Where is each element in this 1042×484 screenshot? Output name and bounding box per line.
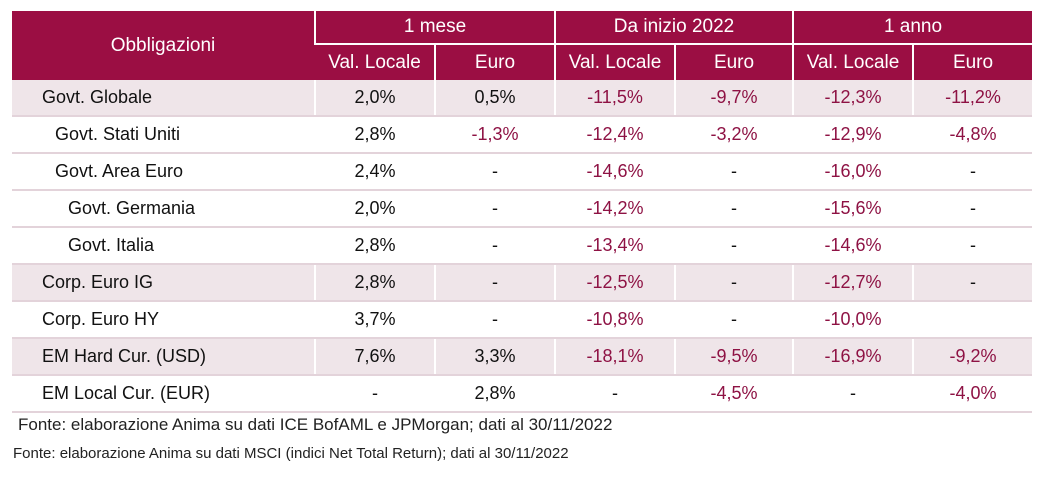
table-row: Govt. Stati Uniti 2,8% -1,3% -12,4% -3,2… (12, 116, 1033, 154)
table-cell: -9,2% (912, 338, 1033, 376)
table-cell: -3,2% (673, 116, 794, 154)
subheader-euro: Euro (912, 44, 1033, 80)
performance-table-container: Obbligazioni 1 mese Da inizio 2022 1 ann… (12, 11, 1033, 413)
table-cell: -4,8% (912, 116, 1033, 154)
row-label: Govt. Stati Uniti (12, 116, 315, 154)
table-row: Govt. Italia 2,8% - -13,4% - -14,6% - (12, 227, 1033, 265)
table-cell: - (434, 264, 555, 302)
table-cell: 2,8% (314, 227, 435, 265)
table-row: Govt. Germania 2,0% - -14,2% - -15,6% - (12, 190, 1033, 228)
table-cell: -1,3% (434, 116, 555, 154)
table-cell: - (434, 227, 555, 265)
table-cell: -9,7% (673, 80, 794, 117)
table-cell: -15,6% (792, 190, 914, 228)
row-label: Govt. Globale (12, 80, 315, 117)
table-cell: -12,7% (792, 264, 914, 302)
table-cell: - (554, 375, 675, 413)
table-cell: - (673, 153, 794, 191)
table-cell: -11,2% (912, 80, 1033, 117)
table-cell: -14,6% (792, 227, 914, 265)
table-cell: - (673, 264, 794, 302)
header-group-da-inizio-2022: Da inizio 2022 (553, 11, 794, 45)
bond-performance-table: Obbligazioni 1 mese Da inizio 2022 1 ann… (12, 11, 1033, 413)
table-body: Govt. Globale 2,0% 0,5% -11,5% -9,7% -12… (12, 80, 1033, 413)
table-cell: -14,2% (554, 190, 675, 228)
table-row: Corp. Euro HY 3,7% - -10,8% - -10,0% (12, 301, 1033, 339)
table-cell: 2,8% (434, 375, 555, 413)
table-cell: - (434, 301, 555, 339)
subheader-val-locale: Val. Locale (315, 44, 435, 80)
subheader-euro: Euro (434, 44, 555, 80)
table-cell: - (912, 264, 1033, 302)
table-cell: -12,4% (554, 116, 675, 154)
table-cell: 7,6% (314, 338, 435, 376)
table-row: EM Local Cur. (EUR) - 2,8% - -4,5% - -4,… (12, 375, 1033, 413)
table-cell: 2,4% (314, 153, 435, 191)
table-cell: - (673, 227, 794, 265)
row-label: Corp. Euro HY (12, 301, 315, 339)
subheader-val-locale: Val. Locale (792, 44, 914, 80)
header-group-1-anno: 1 anno (792, 11, 1033, 45)
table-cell: - (912, 190, 1033, 228)
table-cell: 2,0% (314, 190, 435, 228)
table-cell (912, 301, 1033, 339)
source-notes: Fonte: elaborazione Anima su dati ICE Bo… (13, 411, 1028, 462)
table-cell: -18,1% (554, 338, 675, 376)
table-row: Govt. Area Euro 2,4% - -14,6% - -16,0% - (12, 153, 1033, 191)
table-cell: -16,9% (792, 338, 914, 376)
table-cell: 3,3% (434, 338, 555, 376)
table-cell: -9,5% (673, 338, 794, 376)
table-cell: - (673, 301, 794, 339)
source-note-msci: Fonte: elaborazione Anima su dati MSCI (… (13, 445, 569, 462)
row-label: Govt. Germania (12, 190, 315, 228)
table-cell: 2,8% (314, 116, 435, 154)
subheader-val-locale: Val. Locale (554, 44, 675, 80)
table-cell: - (434, 190, 555, 228)
table-cell: - (912, 153, 1033, 191)
row-label: EM Local Cur. (EUR) (12, 375, 315, 413)
table-cell: -12,3% (792, 80, 914, 117)
source-note-ice-bofaml: Fonte: elaborazione Anima su dati ICE Bo… (18, 415, 613, 434)
subheader-euro: Euro (673, 44, 794, 80)
table-cell: 2,8% (314, 264, 435, 302)
table-cell: -12,9% (792, 116, 914, 154)
table-row: Corp. Euro IG 2,8% - -12,5% - -12,7% - (12, 264, 1033, 302)
table-row: EM Hard Cur. (USD) 7,6% 3,3% -18,1% -9,5… (12, 338, 1033, 376)
table-cell: 2,0% (314, 80, 435, 117)
row-label: Govt. Area Euro (12, 153, 315, 191)
table-cell: - (434, 153, 555, 191)
table-cell: - (673, 190, 794, 228)
table-header: Obbligazioni 1 mese Da inizio 2022 1 ann… (12, 11, 1033, 80)
row-label: EM Hard Cur. (USD) (12, 338, 315, 376)
table-cell: -12,5% (554, 264, 675, 302)
row-label: Corp. Euro IG (12, 264, 315, 302)
row-label: Govt. Italia (12, 227, 315, 265)
header-group-1-mese: 1 mese (314, 11, 555, 45)
table-cell: - (314, 375, 435, 413)
table-cell: -4,0% (912, 375, 1033, 413)
table-cell: - (792, 375, 914, 413)
table-cell: -14,6% (554, 153, 675, 191)
table-cell: 0,5% (434, 80, 555, 117)
table-cell: -13,4% (554, 227, 675, 265)
table-cell: -10,8% (554, 301, 675, 339)
table-cell: - (912, 227, 1033, 265)
table-cell: -10,0% (792, 301, 914, 339)
table-cell: -4,5% (673, 375, 794, 413)
header-obbligazioni: Obbligazioni (12, 11, 315, 80)
table-row: Govt. Globale 2,0% 0,5% -11,5% -9,7% -12… (12, 80, 1033, 117)
table-cell: -16,0% (792, 153, 914, 191)
table-cell: -11,5% (554, 80, 675, 117)
table-cell: 3,7% (314, 301, 435, 339)
